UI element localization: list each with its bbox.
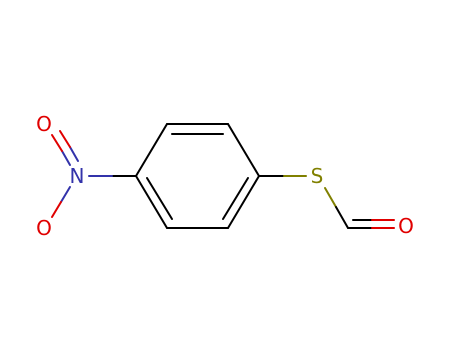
bond [227,123,260,177]
bond [335,206,349,229]
bond [59,130,71,148]
atom-label: O [398,214,414,238]
bond [135,123,168,177]
atom-label: S [311,164,324,188]
bond [227,175,260,229]
bond [69,146,79,162]
bond-inner [146,177,173,220]
bond-inner [222,177,249,220]
bond [51,201,62,218]
atom-label: O [36,216,52,240]
atom-label: O [36,112,52,136]
bond [60,186,71,203]
bond [61,150,71,166]
atom-label: N [70,164,85,188]
bond [324,187,337,208]
bond [51,134,63,152]
bonds [51,123,395,229]
bond [135,175,168,229]
